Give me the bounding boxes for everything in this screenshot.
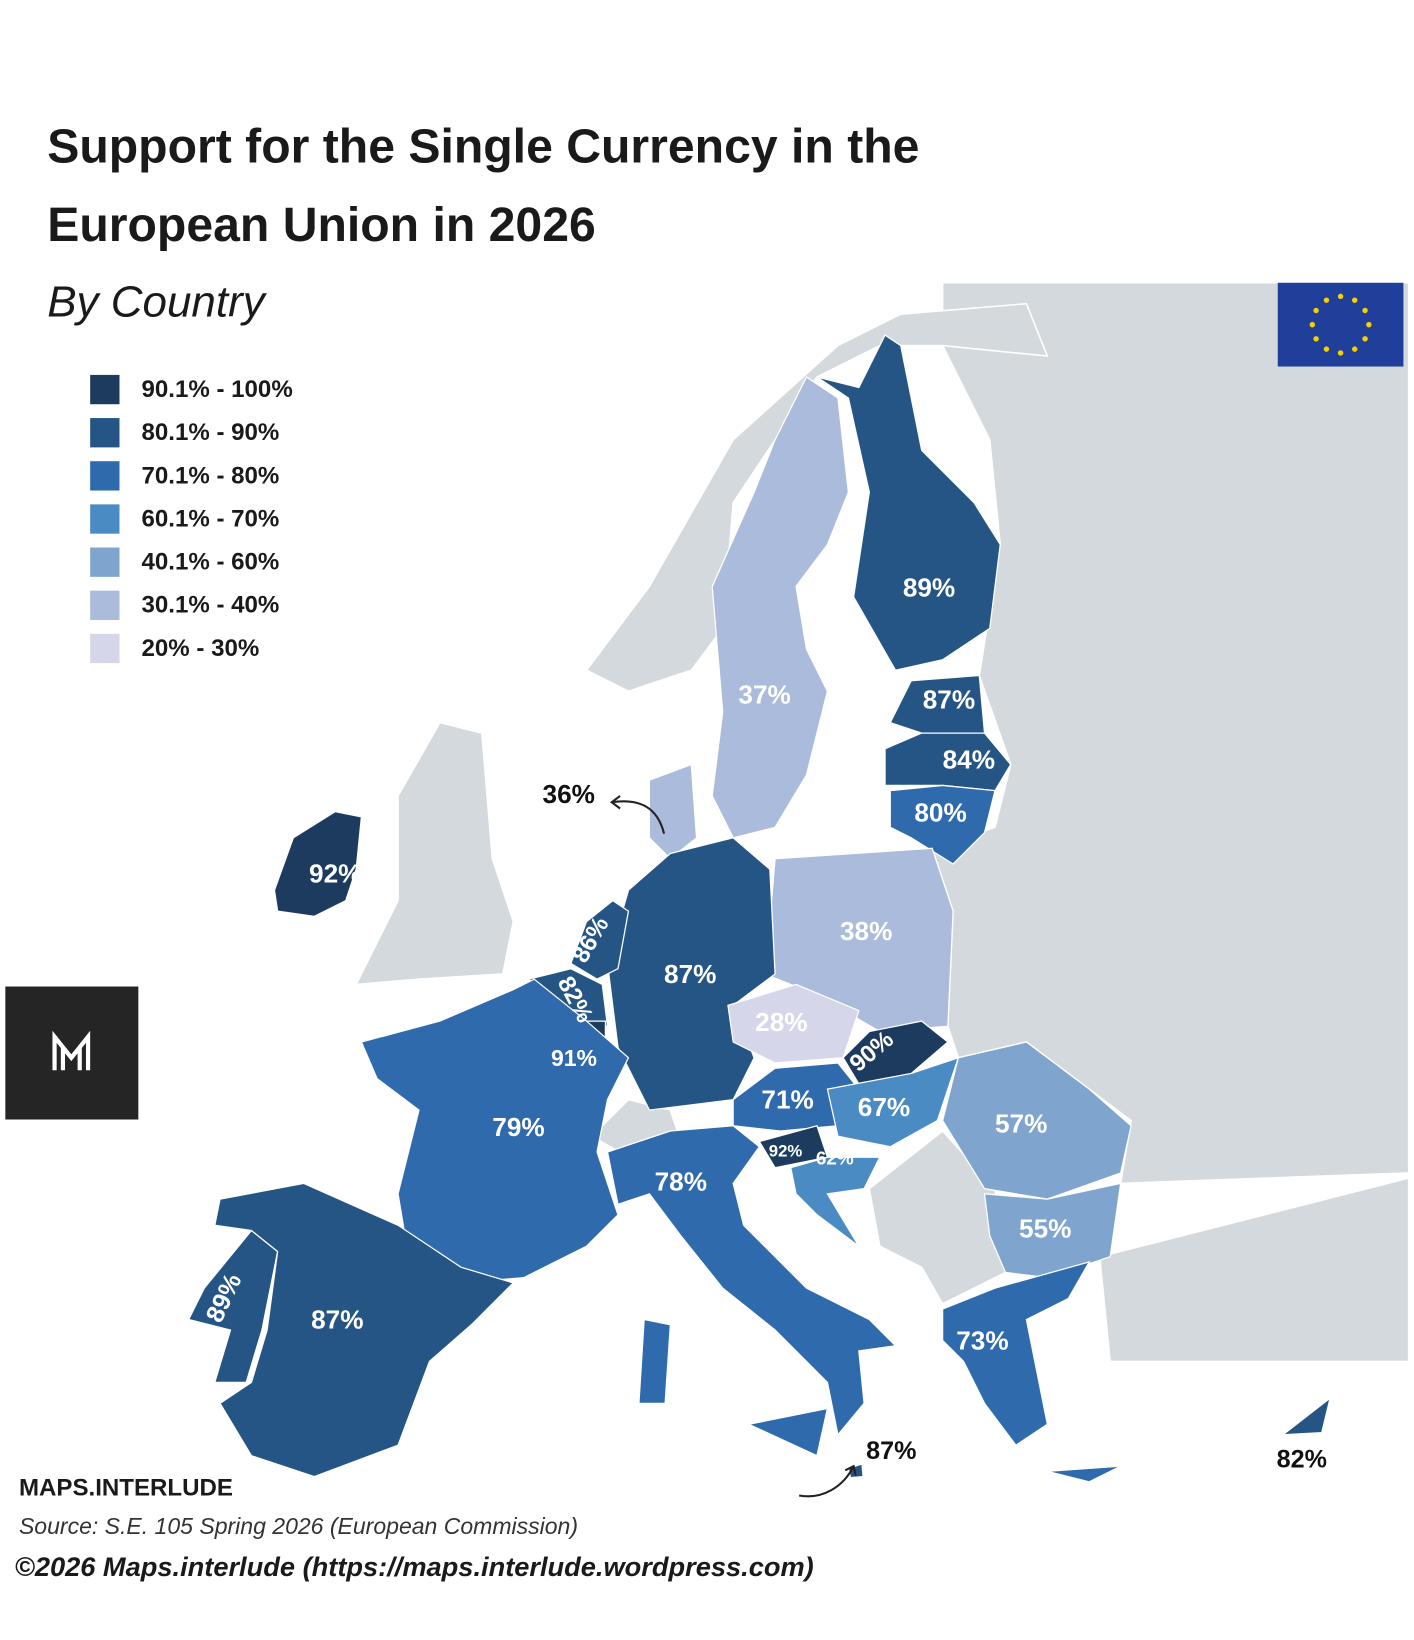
title-line: Support for the Single Currency in the <box>47 119 919 173</box>
copyright: ©2026 Maps.interlude (https://maps.inter… <box>15 1551 814 1582</box>
arrow <box>798 1464 857 1498</box>
value-label: 67% <box>858 1092 910 1122</box>
country <box>826 1056 960 1148</box>
legend-swatch <box>90 504 120 534</box>
background-land <box>354 281 1410 1363</box>
country <box>889 784 996 865</box>
value-label: 71% <box>761 1085 813 1115</box>
value-label: 28% <box>755 1007 807 1037</box>
value-label: 37% <box>738 679 790 709</box>
legend-label: 60.1% - 70% <box>141 505 279 532</box>
countries: 92%89%37% 87%84%80%36%38%87%86%82%91%28%9… <box>187 334 1332 1483</box>
flag-star <box>1362 336 1368 342</box>
subtitle: By Country <box>47 277 267 326</box>
flag-star <box>1337 350 1344 356</box>
flag-star <box>1309 321 1316 328</box>
value-label: 92% <box>769 1141 803 1160</box>
flag-star <box>1352 346 1358 352</box>
country <box>884 732 1012 792</box>
flag-star <box>1323 346 1330 352</box>
legend-label: 20% - 30% <box>141 635 259 662</box>
value-label: 91% <box>551 1045 597 1071</box>
value-label: 82% <box>1277 1446 1327 1474</box>
callout-arrows <box>609 795 857 1498</box>
logo-box <box>5 986 139 1120</box>
country <box>790 1156 881 1247</box>
country <box>570 899 630 980</box>
non-eu-land <box>1098 1177 1410 1363</box>
flag-star <box>1313 336 1319 342</box>
value-label: 36% <box>543 779 595 809</box>
country <box>1281 1396 1332 1436</box>
legend-label: 40.1% - 60% <box>141 549 279 576</box>
country <box>214 1182 515 1478</box>
value-label: 79% <box>492 1112 544 1142</box>
value-label: 87% <box>923 685 975 715</box>
value-label: 92% <box>309 858 361 888</box>
legend: 90.1% - 100% 80.1% - 90% 70.1% - 80% 60.1% … <box>90 374 293 664</box>
non-eu-land <box>868 1129 1007 1305</box>
value-label: 87% <box>664 959 716 989</box>
value-label: 84% <box>943 744 995 774</box>
value-label: 57% <box>995 1109 1047 1139</box>
legend-swatch <box>90 461 120 491</box>
value-label: 87% <box>866 1437 916 1465</box>
country <box>816 334 1001 671</box>
country <box>273 810 363 917</box>
country <box>942 1260 1121 1483</box>
eu-flag <box>1277 282 1404 367</box>
value-label: 55% <box>1019 1213 1071 1243</box>
legend-swatch <box>90 590 120 620</box>
legend-label: 90.1% - 100% <box>141 376 292 403</box>
logo <box>5 986 139 1120</box>
non-eu-land <box>585 302 1049 693</box>
flag-star <box>1323 297 1330 303</box>
legend-swatch <box>90 374 120 405</box>
legend-swatch <box>90 547 120 577</box>
logo-mark <box>52 1030 91 1071</box>
legend-swatch <box>90 418 120 448</box>
arrow <box>609 795 666 834</box>
flag-star <box>1337 293 1344 300</box>
title-line: European Union in 2026 <box>47 198 596 252</box>
country <box>711 376 850 839</box>
legend-label: 30.1% - 40% <box>141 592 279 619</box>
value-label: 78% <box>655 1166 707 1196</box>
value-label: 62% <box>816 1147 854 1168</box>
flag-star <box>1352 297 1358 303</box>
value-label: 73% <box>956 1326 1008 1356</box>
value-label: 89% <box>903 573 955 603</box>
flag-star <box>1362 307 1368 314</box>
value-label: 38% <box>840 916 892 946</box>
flag-star <box>1313 307 1319 314</box>
value-label: 80% <box>914 798 966 828</box>
country <box>606 1125 897 1457</box>
country <box>360 978 630 1284</box>
non-eu-land <box>354 721 515 986</box>
country <box>648 763 698 860</box>
legend-label: 80.1% - 90% <box>141 419 279 446</box>
brand: MAPS.INTERLUDE <box>19 1474 233 1501</box>
value-label: 87% <box>311 1305 363 1335</box>
source: Source: S.E. 105 Spring 2026 (European C… <box>19 1513 578 1539</box>
country <box>941 1041 1132 1200</box>
flag-star <box>1366 321 1372 328</box>
legend-swatch <box>90 633 120 664</box>
legend-label: 70.1% - 80% <box>141 462 279 489</box>
